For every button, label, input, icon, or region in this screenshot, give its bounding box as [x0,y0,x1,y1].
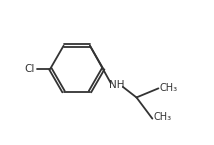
Text: CH₃: CH₃ [160,83,178,93]
Text: Cl: Cl [25,64,35,74]
Text: CH₃: CH₃ [154,112,172,122]
Text: NH: NH [109,80,125,90]
